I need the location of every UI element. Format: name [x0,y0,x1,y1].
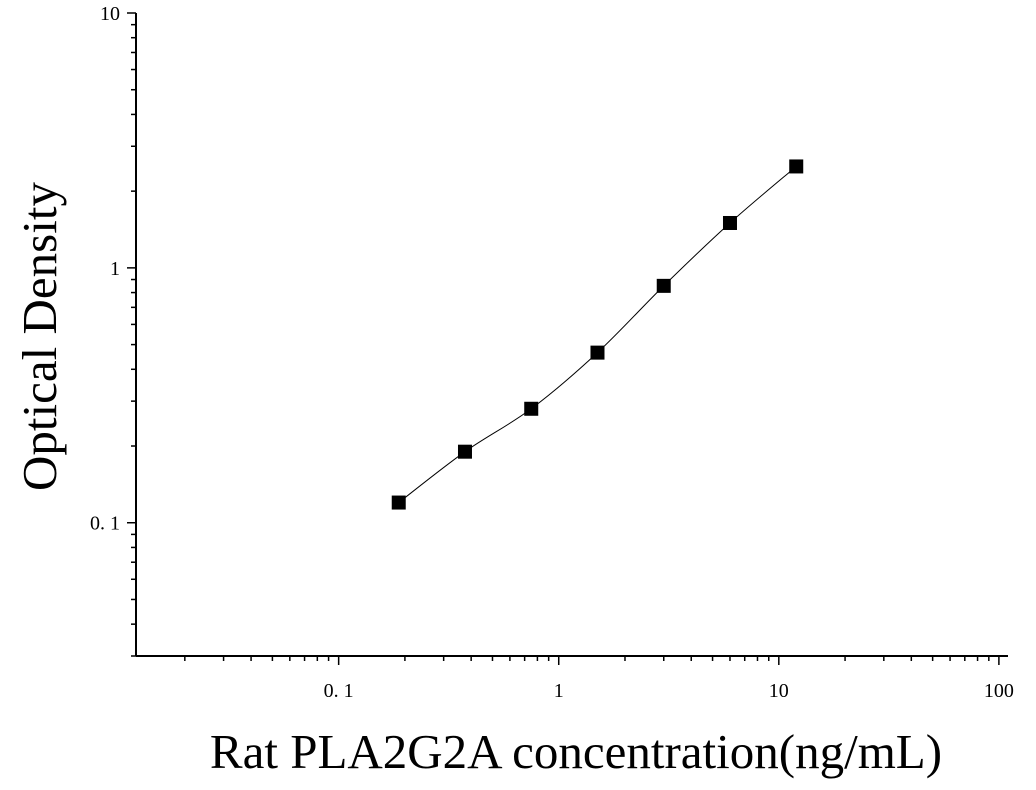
data-point [590,345,605,360]
data-point [656,278,671,293]
data-point [722,215,737,230]
data-point [524,401,539,416]
x-tick-label: 1 [554,680,564,702]
y-axis-title: Optical Density [12,182,67,491]
x-tick-label: 0. 1 [324,680,354,702]
ticks [127,12,1000,665]
x-axis-title: Rat PLA2G2A concentration(ng/mL) [210,724,942,779]
y-tick-label: 0. 1 [90,513,120,535]
tick-labels: 0. 1 1 10 100 0. 1 1 10 [90,3,1014,702]
x-tick-label: 100 [984,680,1014,702]
data-point [391,495,406,510]
y-tick-label: 10 [100,3,120,25]
y-tick-label: 1 [110,258,120,280]
data-points [391,159,804,510]
data-point [457,444,472,459]
x-tick-label: 10 [769,680,789,702]
data-point [789,159,804,174]
axes [135,13,1008,657]
